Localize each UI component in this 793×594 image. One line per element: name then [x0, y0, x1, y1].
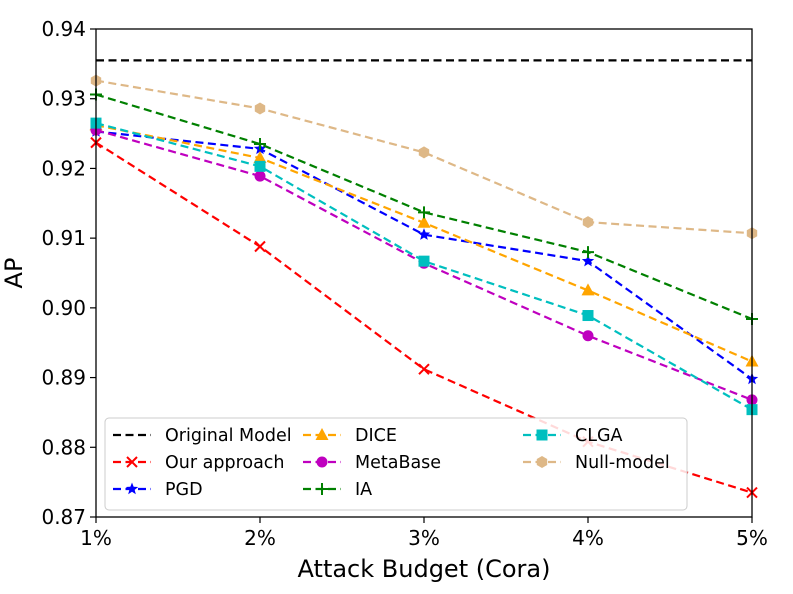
y-tick-label: 0.90 [41, 296, 86, 320]
legend-label: DICE [355, 426, 397, 446]
y-tick-label: 0.89 [41, 366, 86, 390]
data-point [418, 363, 430, 375]
legend-label: MetaBase [355, 453, 441, 473]
y-axis-label: AP [0, 258, 28, 289]
data-point [417, 228, 431, 240]
legend-label: Original Model [165, 426, 292, 446]
legend-label: Null-model [575, 453, 670, 473]
data-point [254, 160, 266, 172]
legend-item-metabase: MetaBase [303, 453, 441, 473]
series-line [95, 124, 753, 363]
legend-item-ia: IA [303, 480, 372, 500]
legend-marker [126, 456, 138, 468]
legend-marker [536, 429, 548, 441]
data-point [254, 102, 266, 115]
y-tick-label: 0.91 [41, 226, 86, 250]
data-point [254, 170, 266, 182]
data-point [418, 146, 430, 159]
y-tick-label: 0.88 [41, 435, 86, 459]
legend-frame [104, 417, 688, 511]
data-point [582, 216, 594, 229]
legend-label: IA [355, 480, 372, 500]
legend-item-null-model: Null-model [523, 453, 670, 473]
legend-label: PGD [165, 480, 203, 500]
x-tick-label: 5% [736, 526, 768, 550]
series-ia [90, 88, 758, 326]
y-tick-label: 0.92 [41, 156, 86, 180]
x-axis: 1% 2% 3% 4% 5% [80, 517, 768, 550]
x-tick-label: 4% [572, 526, 604, 550]
series-line [95, 93, 753, 321]
legend-label: CLGA [575, 426, 623, 446]
legend-marker [125, 482, 139, 495]
legend-item-our-approach: Our approach [113, 453, 285, 473]
series-line [95, 141, 753, 494]
series-line [95, 79, 753, 235]
series-pgd [89, 124, 759, 385]
series-line [95, 122, 753, 411]
x-tick-label: 1% [80, 526, 112, 550]
x-axis-label: Attack Budget (Cora) [298, 555, 551, 583]
legend-item-clga: CLGA [523, 426, 623, 446]
y-axis: 0.87 0.88 0.89 0.90 0.91 0.92 0.93 0.94 [41, 17, 96, 529]
y-tick-label: 0.87 [41, 505, 86, 529]
data-point [582, 310, 594, 322]
data-point [581, 254, 595, 267]
legend-item-pgd: PGD [113, 480, 203, 500]
data-point [582, 246, 594, 259]
x-tick-label: 3% [408, 526, 440, 550]
legend-label: Our approach [165, 453, 285, 473]
legend-item-original-model: Original Model [113, 426, 292, 446]
x-tick-label: 2% [244, 526, 276, 550]
data-point [581, 283, 595, 296]
data-point [254, 240, 266, 253]
legend: Original Model Our approach PGD DICE MetaBas… [104, 417, 688, 511]
series-line [95, 130, 753, 380]
legend-marker [315, 428, 329, 440]
y-tick-label: 0.93 [41, 87, 86, 111]
legend-item-dice: DICE [303, 426, 397, 446]
legend-marker [536, 456, 548, 468]
y-tick-label: 0.94 [41, 17, 86, 41]
data-point [418, 206, 430, 219]
legend-marker [316, 456, 328, 468]
legend-marker [316, 483, 328, 495]
data-point [254, 138, 266, 151]
data-point [253, 150, 267, 163]
data-point [582, 330, 594, 342]
data-point [418, 255, 430, 267]
data-point [417, 215, 431, 228]
